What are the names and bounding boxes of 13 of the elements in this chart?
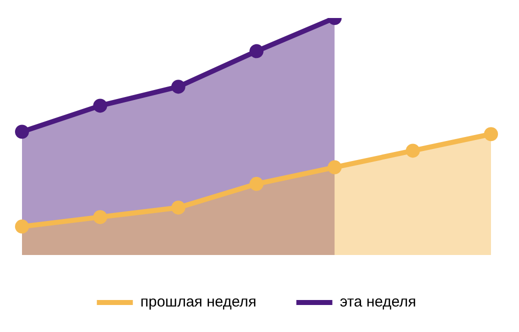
- point: [250, 44, 264, 58]
- point: [15, 220, 29, 234]
- point: [328, 160, 342, 174]
- point: [171, 80, 186, 94]
- point: [15, 124, 29, 139]
- point: [93, 210, 108, 224]
- point: [484, 127, 498, 142]
- legend-label: прошлая неделя: [140, 294, 256, 311]
- point: [250, 176, 264, 191]
- legend-label: эта неделя: [340, 294, 416, 311]
- point: [171, 200, 186, 215]
- point: [93, 98, 108, 113]
- point: [406, 144, 420, 158]
